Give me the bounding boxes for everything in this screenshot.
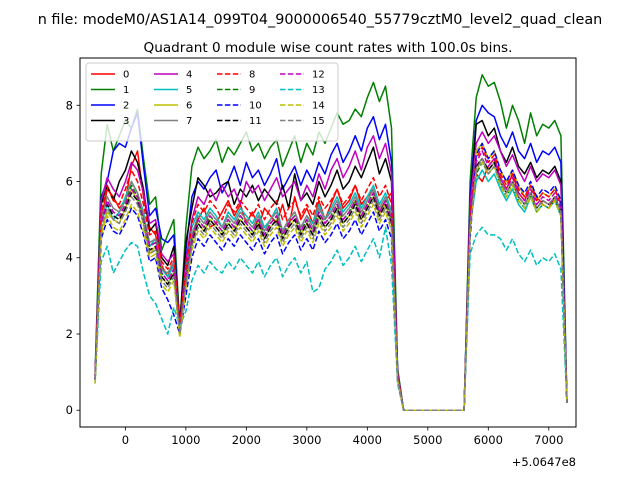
legend-label-14: 14 (312, 101, 325, 112)
chart-title: Quadrant 0 module wise count rates with … (144, 40, 513, 56)
plot-area (79, 57, 577, 428)
legend-label-0: 0 (123, 70, 129, 81)
legend-label-13: 13 (312, 85, 325, 96)
legend-label-2: 2 (123, 101, 129, 112)
figure-suptitle: n file: modeM0/AS1A14_099T04_9000006540_… (38, 12, 603, 28)
series-line-12 (94, 150, 568, 411)
x-axis: 0 1000 2000 3000 4000 5000 6000 7000 (122, 427, 563, 447)
series-line-10 (94, 142, 568, 411)
legend-label-8: 8 (249, 70, 255, 81)
series-line-13 (94, 226, 568, 411)
series-line-8 (94, 146, 568, 411)
x-axis-offset-label: +5.0647e8 (512, 455, 576, 469)
x-tick-label: 2000 (232, 433, 261, 447)
legend-label-10: 10 (249, 101, 262, 112)
x-tick-label: 6000 (474, 433, 503, 447)
x-tick-label: 3000 (292, 433, 321, 447)
x-tick-label: 5000 (413, 433, 442, 447)
legend-frame (85, 62, 339, 142)
x-tick-label: 0 (122, 433, 129, 447)
y-tick-label: 4 (66, 251, 73, 265)
y-tick-label: 8 (66, 98, 73, 112)
legend-label-11: 11 (249, 116, 262, 127)
y-tick-label: 6 (66, 175, 73, 189)
y-tick-label: 2 (66, 327, 73, 341)
y-tick-label: 0 (66, 403, 73, 417)
x-tick-label: 4000 (353, 433, 382, 447)
series-line-4 (94, 131, 568, 411)
legend-label-5: 5 (186, 85, 192, 96)
axes-frame (79, 57, 577, 428)
legend-label-4: 4 (186, 70, 192, 81)
y-axis: 0 2 4 6 8 (66, 98, 80, 417)
legend-label-7: 7 (186, 116, 192, 127)
legend-label-3: 3 (123, 116, 129, 127)
legend-label-12: 12 (312, 70, 325, 81)
series-line-15 (94, 157, 568, 411)
x-tick-label: 7000 (534, 433, 563, 447)
series-line-14 (94, 161, 568, 411)
series-layer (94, 74, 568, 411)
series-line-3 (94, 119, 568, 411)
legend-label-15: 15 (312, 116, 325, 127)
legend-label-6: 6 (186, 101, 192, 112)
legend-label-1: 1 (123, 85, 129, 96)
legend-label-9: 9 (249, 85, 255, 96)
series-line-11 (94, 157, 568, 411)
x-tick-label: 1000 (171, 433, 200, 447)
series-line-2 (94, 104, 568, 411)
